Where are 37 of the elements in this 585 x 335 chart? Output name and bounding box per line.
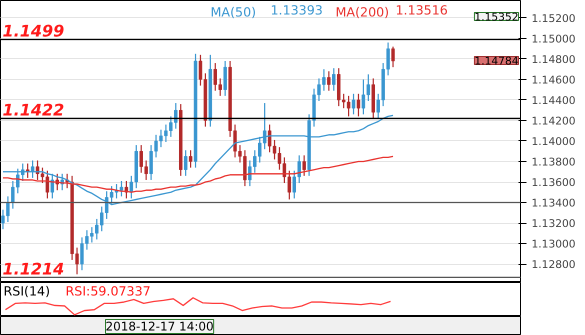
text: MA(200) <box>336 4 390 20</box>
line-series <box>2 156 394 193</box>
y-tick-label: 1.13200 <box>532 217 576 230</box>
y-tick-label: 1.14200 <box>532 114 576 128</box>
ref-line-label: 1.1499 <box>2 21 64 40</box>
text: 2018-12-17 14:00 <box>106 320 214 334</box>
candlestick <box>184 150 188 176</box>
candlestick <box>188 150 192 168</box>
annotation: 1.1214 <box>2 259 64 278</box>
annotation: 1.13393 <box>270 2 323 18</box>
y-tick-label: 1.13800 <box>532 155 576 168</box>
text: 1.14784 <box>474 54 519 68</box>
y-tick-label: 1.13400 <box>532 196 576 210</box>
y-tick-label: 1.14400 <box>532 94 576 107</box>
text: 1.15352 <box>474 10 519 24</box>
candlestick <box>356 93 360 117</box>
annotation: RSI:59.07337 <box>66 284 151 298</box>
y-tick-label: 1.15200 <box>532 12 576 25</box>
ref-line-label: 1.1422 <box>2 100 64 120</box>
candlestick <box>50 173 54 200</box>
y-tick-label: 1.14800 <box>532 52 576 66</box>
chart-title: RSI(14) <box>4 284 50 298</box>
candlestick <box>327 70 331 92</box>
y-tick-label: 1.14600 <box>532 73 576 86</box>
candlestick <box>391 46 395 68</box>
y-tick-label: 1.14000 <box>532 134 576 148</box>
text: MA(50) <box>210 4 256 20</box>
candlestick <box>332 68 336 92</box>
candlestick <box>120 180 124 197</box>
text: 1.13516 <box>396 2 448 18</box>
candlestick <box>223 60 227 96</box>
y-tick-label: 1.13000 <box>532 238 576 251</box>
candlestick <box>302 154 306 176</box>
y-tick-label: 1.15000 <box>532 32 576 46</box>
y-tick-label: 1.12800 <box>532 258 576 272</box>
candlestick <box>352 93 356 115</box>
y-tick-label: 1.13600 <box>532 176 576 190</box>
